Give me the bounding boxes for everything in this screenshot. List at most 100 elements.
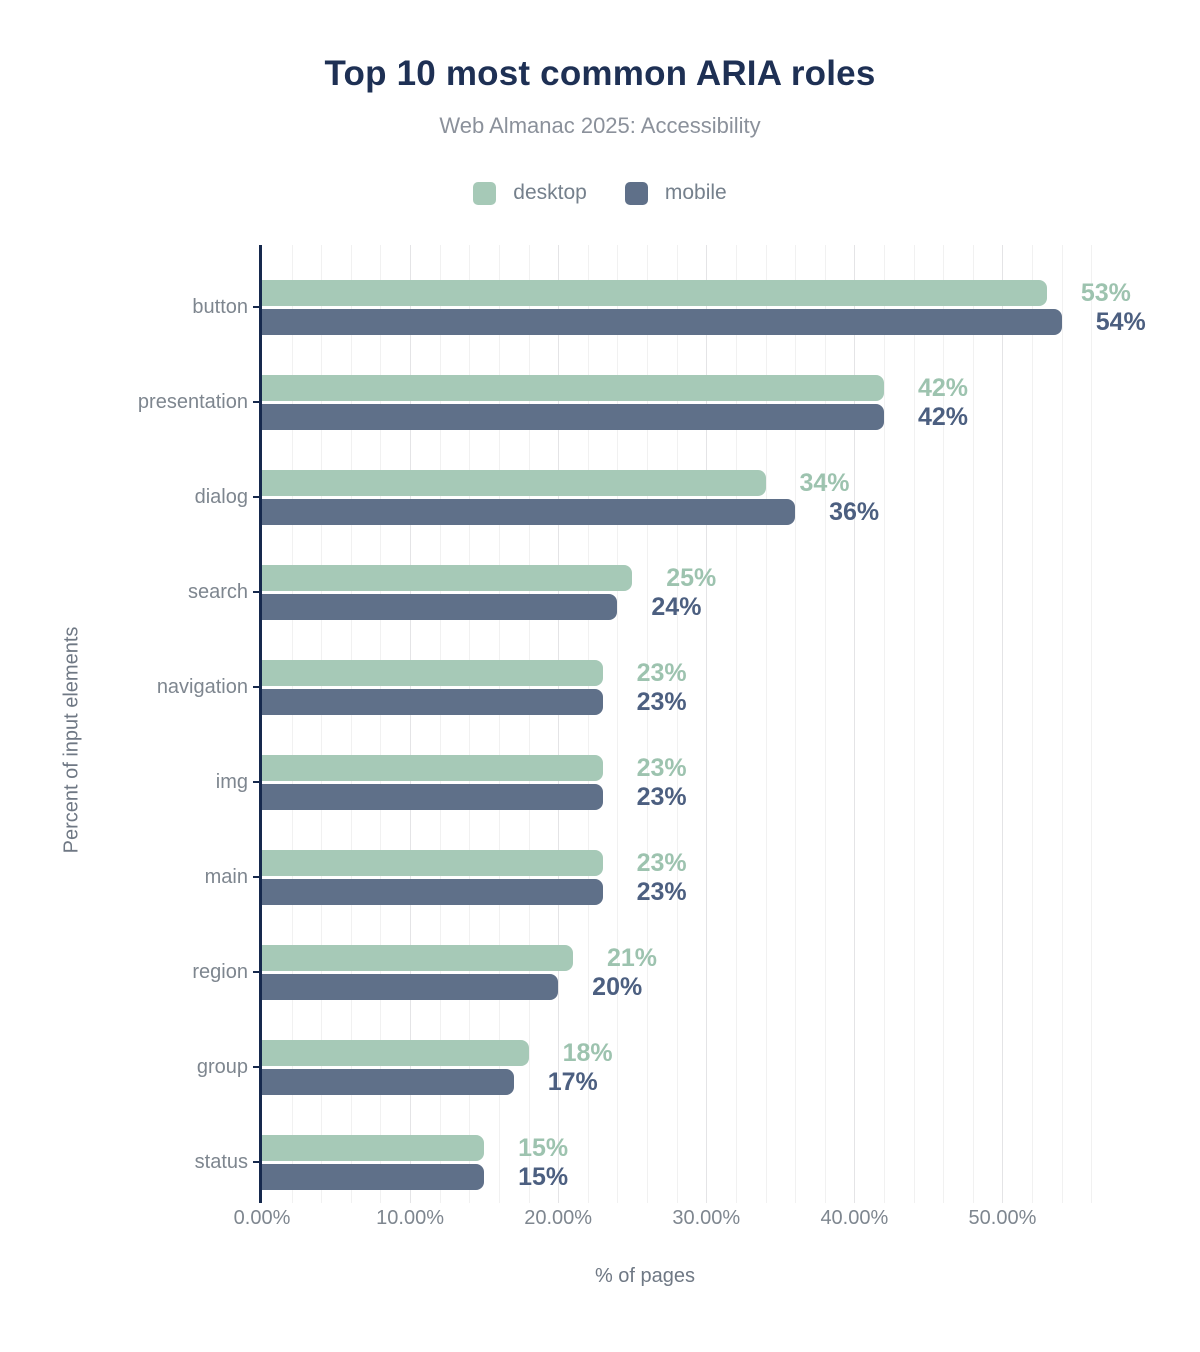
category-label-button: button [192, 296, 248, 318]
value-label-mobile-button: 54% [1095, 308, 1146, 336]
bar-mobile-group[interactable] [262, 1069, 514, 1095]
category-label-dialog: dialog [194, 486, 248, 508]
legend-label-mobile: mobile [664, 181, 727, 204]
band-region: region 21% 20% [192, 910, 1115, 1005]
y-axis-tick [253, 591, 259, 593]
value-label-desktop-group: 18% [562, 1039, 613, 1067]
gridline [498, 245, 500, 1203]
category-label-presentation: presentation [137, 391, 248, 413]
category-label-region: region [192, 961, 248, 983]
bar-mobile-search[interactable] [262, 594, 618, 620]
value-label-mobile-dialog: 36% [829, 498, 880, 526]
band-button: button 53% 54% [192, 245, 1146, 340]
value-label-mobile-presentation: 42% [917, 403, 969, 431]
gridline [528, 245, 530, 1203]
bar-desktop-region[interactable] [262, 945, 573, 971]
value-label-mobile-main: 23% [636, 878, 687, 906]
band-search: search 25% 24% [188, 530, 1115, 625]
category-label-navigation: navigation [156, 676, 248, 698]
band-status: status 15% 15% [195, 1100, 1115, 1195]
value-label-desktop-region: 21% [606, 944, 658, 972]
band-presentation: presentation 42% 42% [138, 340, 1115, 435]
bar-desktop-navigation[interactable] [262, 660, 603, 686]
gridline [380, 245, 382, 1203]
x-tick-label-0: 0.00% [233, 1207, 291, 1229]
legend-swatch-mobile-icon [624, 181, 648, 205]
y-axis-tick [253, 306, 259, 308]
gridline [1091, 245, 1093, 1203]
value-label-desktop-dialog: 34% [799, 469, 850, 497]
legend-item-mobile[interactable]: mobile [624, 181, 727, 205]
bar-mobile-dialog[interactable] [262, 499, 796, 525]
gridline [765, 245, 767, 1203]
bar-desktop-img[interactable] [262, 755, 603, 781]
bar-desktop-presentation[interactable] [262, 375, 884, 401]
bar-desktop-dialog[interactable] [262, 470, 766, 496]
gridline [558, 245, 560, 1203]
value-label-mobile-search: 24% [651, 593, 702, 621]
bar-mobile-status[interactable] [262, 1164, 485, 1190]
bar-mobile-button[interactable] [262, 309, 1062, 335]
value-label-mobile-region: 20% [592, 973, 643, 1001]
bar-mobile-main[interactable] [262, 879, 603, 905]
category-label-img: img [215, 771, 248, 793]
gridline [1002, 245, 1004, 1203]
gridline [410, 245, 412, 1203]
value-label-desktop-search: 25% [666, 564, 717, 592]
legend: desktop mobile [0, 181, 1200, 205]
gridline [735, 245, 737, 1203]
category-label-main: main [204, 866, 248, 888]
x-axis-title: % of pages [594, 1265, 696, 1287]
bar-desktop-search[interactable] [262, 565, 633, 591]
gridline [617, 245, 619, 1203]
category-label-status: status [194, 1151, 248, 1173]
x-tick-label-40: 40.00% [820, 1207, 889, 1229]
value-label-desktop-navigation: 23% [636, 659, 687, 687]
y-axis-title: Percent of input elements [60, 626, 83, 854]
category-label-search: search [187, 581, 248, 603]
y-axis-tick [253, 781, 259, 783]
value-label-mobile-status: 15% [518, 1163, 569, 1191]
y-axis-tick [253, 1066, 259, 1068]
gridline [676, 245, 678, 1203]
gridline [291, 245, 293, 1203]
gridline [854, 245, 856, 1203]
y-axis-tick [253, 496, 259, 498]
chart-title: Top 10 most common ARIA roles [324, 54, 876, 93]
gridline [469, 245, 471, 1203]
x-tick-label-50: 50.00% [968, 1207, 1037, 1229]
bar-desktop-status[interactable] [262, 1135, 485, 1161]
bar-mobile-presentation[interactable] [262, 404, 884, 430]
band-navigation: navigation 23% 23% [157, 625, 1115, 720]
bar-desktop-main[interactable] [262, 850, 603, 876]
band-img: img 23% 23% [216, 720, 1115, 815]
bar-mobile-img[interactable] [262, 784, 603, 810]
value-label-desktop-main: 23% [636, 849, 687, 877]
category-label-group: group [196, 1056, 248, 1078]
bar-desktop-button[interactable] [262, 280, 1047, 306]
bar-mobile-region[interactable] [262, 974, 559, 1000]
y-axis-tick [253, 876, 259, 878]
band-main: main 23% 23% [205, 815, 1115, 910]
value-label-desktop-presentation: 42% [917, 374, 969, 402]
y-axis-tick [253, 686, 259, 688]
gridline [350, 245, 352, 1203]
band-dialog: dialog 34% 36% [195, 435, 1115, 530]
chart-subtitle: Web Almanac 2025: Accessibility [439, 113, 761, 138]
gridline [647, 245, 649, 1203]
legend-swatch-desktop-icon [473, 181, 497, 205]
plot-area: button 53% 54% presentation 42% 42% dialog 34% 3… [138, 245, 1146, 1229]
y-axis-tick [253, 1161, 259, 1163]
gridline [824, 245, 826, 1203]
value-label-desktop-status: 15% [518, 1134, 569, 1162]
band-group: group 18% 17% [197, 1005, 1115, 1100]
bar-mobile-navigation[interactable] [262, 689, 603, 715]
y-axis-tick [253, 971, 259, 973]
value-label-desktop-button: 53% [1080, 279, 1131, 307]
x-tick-label-10: 10.00% [376, 1207, 444, 1229]
bar-desktop-group[interactable] [262, 1040, 529, 1066]
legend-item-desktop[interactable]: desktop [473, 181, 587, 205]
gridline [972, 245, 974, 1203]
gridline [706, 245, 708, 1203]
